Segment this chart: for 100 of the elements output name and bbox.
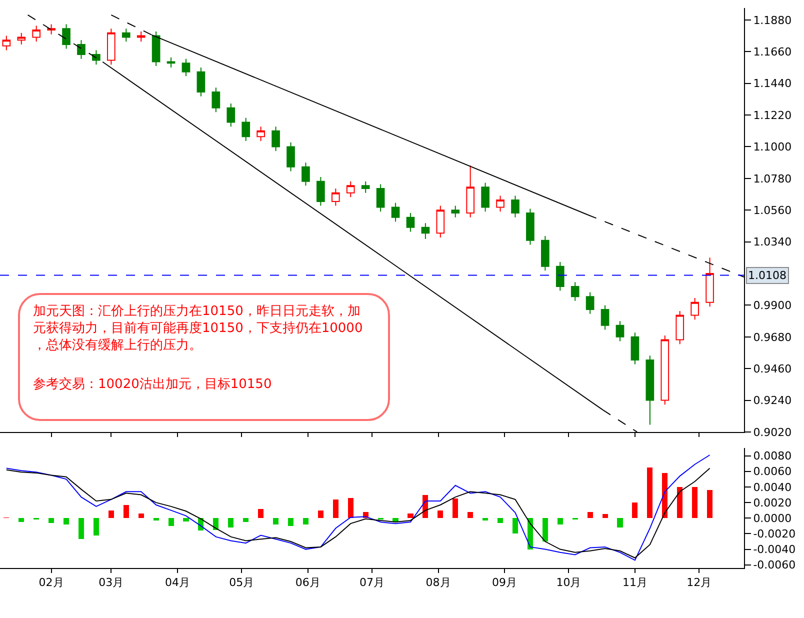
candlestick: [242, 117, 250, 142]
y-tick-label: -0.0020: [753, 528, 796, 541]
candlestick: [496, 195, 504, 212]
bar: [662, 472, 668, 518]
candlestick: [77, 40, 86, 60]
bar: [587, 512, 593, 518]
candlestick: [660, 334, 670, 406]
bar: [48, 518, 54, 523]
candlestick: [226, 103, 236, 128]
candlestick: [212, 87, 220, 113]
bar: [123, 504, 129, 518]
bar: [498, 518, 504, 523]
candlestick: [136, 30, 146, 42]
candlestick: [511, 195, 520, 218]
candlestick: [676, 310, 684, 345]
bar: [617, 518, 623, 528]
candlestick: [570, 282, 580, 302]
bar: [632, 502, 638, 518]
candlestick: [556, 262, 564, 292]
candlestick: [541, 236, 550, 272]
bar: [512, 518, 518, 534]
bar: [392, 518, 398, 522]
annotation: 加元天图：汇价上行的压力在10150，昨日日元走软，加元获得动力，目前有可能再度10150，下支持仍在10000，总体没有缓解上行的压力。: [33, 304, 363, 353]
y-tick-label: 0.0040: [753, 480, 792, 494]
candlestick: [62, 24, 70, 50]
candlestick: [331, 188, 340, 206]
y-tick-label: 0.9020: [753, 426, 792, 439]
x-tick-label: 06月: [295, 576, 320, 590]
bar: [78, 518, 84, 540]
candlestick: [616, 320, 624, 342]
x-tick-label: 04月: [164, 576, 190, 590]
candlestick: [600, 304, 610, 330]
bar: [542, 518, 548, 542]
y-tick-label: 0.9460: [753, 362, 792, 376]
bar: [438, 510, 444, 518]
y-tick-label: 1.1440: [753, 77, 792, 90]
candlestick: [166, 56, 176, 68]
candlestick: [152, 30, 160, 67]
bar: [557, 518, 563, 524]
bar: [602, 514, 608, 518]
candlestick: [406, 212, 415, 232]
bar: [318, 510, 324, 518]
bar: [168, 518, 174, 526]
bar: [288, 518, 294, 526]
candlestick: [421, 222, 430, 240]
candlestick: [182, 58, 190, 77]
y-tick-label: -0.0060: [753, 558, 796, 572]
candlestick: [706, 257, 714, 308]
candlestick: [586, 292, 594, 314]
candlestick: [466, 164, 475, 218]
candlestick: [272, 126, 280, 152]
candlestick: [32, 25, 41, 42]
candlestick: [391, 202, 400, 222]
bar: [408, 513, 414, 518]
bar: [213, 518, 219, 530]
y-tick-label: 1.1000: [753, 140, 792, 154]
candlestick: [122, 28, 130, 42]
candlestick: [526, 208, 534, 246]
bar: [64, 518, 70, 524]
y-tick-label: 1.1880: [753, 14, 792, 27]
y-tick-label: 1.0560: [753, 204, 792, 217]
y-tick-label: 1.1660: [753, 46, 792, 58]
bar: [18, 518, 24, 522]
ref-line-label: 1.0108: [748, 269, 786, 282]
candlestick: [302, 162, 310, 186]
candlestick: [646, 355, 654, 426]
candlestick: [196, 67, 206, 97]
candlestick: [481, 182, 490, 212]
y-tick-label: 0.9240: [753, 394, 792, 408]
x-tick-label: 08月: [426, 576, 451, 590]
bar: [332, 499, 338, 518]
y-tick-label: 0.0060: [753, 465, 792, 478]
bar: [692, 486, 698, 518]
x-tick-label: 12月: [686, 576, 712, 590]
bar: [452, 498, 458, 518]
y-tick-label: 1.0340: [753, 236, 792, 249]
candlestick: [286, 142, 295, 172]
candlestick: [256, 126, 265, 142]
candlestick: [92, 50, 100, 66]
y-tick-label: 0.0020: [753, 496, 792, 510]
x-tick-label: 07月: [360, 576, 384, 590]
bar: [228, 518, 234, 528]
bar: [677, 486, 683, 518]
candlestick: [436, 205, 445, 238]
bar: [183, 518, 189, 522]
y-tick-label: 1.1220: [753, 108, 792, 122]
bar: [243, 518, 249, 522]
y-tick-label: 0.9680: [753, 330, 792, 344]
y-tick-label: 0.0080: [753, 450, 792, 463]
candlestick: [346, 180, 355, 198]
bar: [273, 518, 279, 524]
candlestick: [690, 298, 699, 320]
x-tick-label: 09月: [492, 576, 518, 590]
annotation: 参考交易：10020沽出加元，目标10150: [33, 376, 272, 392]
candlestick: [361, 180, 370, 194]
bar: [93, 518, 99, 536]
y-tick-label: 0.0000: [753, 512, 792, 525]
bar: [468, 512, 474, 518]
candlestick: [17, 32, 26, 45]
bar: [647, 467, 653, 518]
